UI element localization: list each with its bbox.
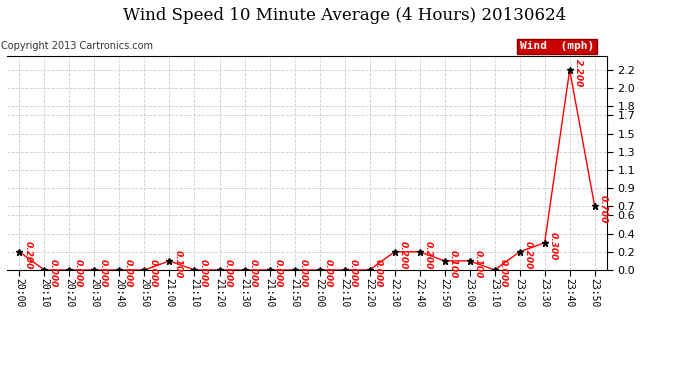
Text: 0.000: 0.000 (348, 259, 357, 287)
Text: 2.200: 2.200 (574, 59, 583, 87)
Text: 0.000: 0.000 (99, 259, 108, 287)
Text: 0.000: 0.000 (374, 259, 383, 287)
Text: 0.200: 0.200 (524, 241, 533, 269)
Text: 0.000: 0.000 (248, 259, 257, 287)
Text: 0.000: 0.000 (299, 259, 308, 287)
Text: 0.000: 0.000 (324, 259, 333, 287)
Text: 0.000: 0.000 (124, 259, 132, 287)
Text: 0.000: 0.000 (499, 259, 508, 287)
Text: 0.000: 0.000 (224, 259, 233, 287)
Text: 0.000: 0.000 (274, 259, 283, 287)
Text: Wind Speed 10 Minute Average (4 Hours) 20130624: Wind Speed 10 Minute Average (4 Hours) 2… (124, 8, 566, 24)
Text: 0.000: 0.000 (48, 259, 57, 287)
Text: Copyright 2013 Cartronics.com: Copyright 2013 Cartronics.com (1, 41, 153, 51)
Text: 0.200: 0.200 (424, 241, 433, 269)
Text: 0.200: 0.200 (23, 241, 32, 269)
Text: 0.000: 0.000 (199, 259, 208, 287)
Text: 0.300: 0.300 (549, 232, 558, 260)
Text: 0.100: 0.100 (474, 250, 483, 278)
Text: 0.000: 0.000 (148, 259, 157, 287)
Text: 0.100: 0.100 (174, 250, 183, 278)
Text: 0.700: 0.700 (599, 195, 608, 223)
Text: 0.200: 0.200 (399, 241, 408, 269)
Text: Wind  (mph): Wind (mph) (520, 41, 594, 51)
Text: 0.100: 0.100 (448, 250, 457, 278)
Text: 0.000: 0.000 (74, 259, 83, 287)
